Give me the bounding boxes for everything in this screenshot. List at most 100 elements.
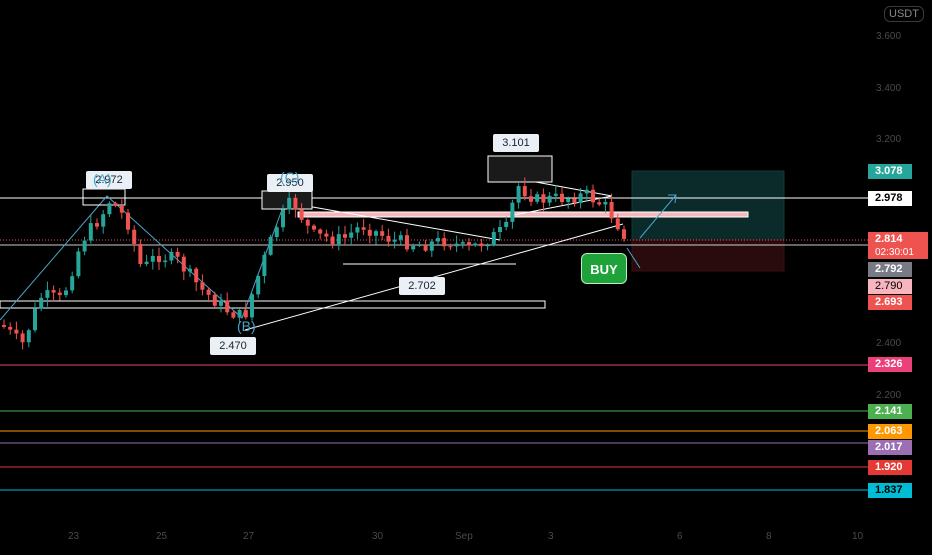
candle-body (330, 236, 335, 245)
price-callout-2470[interactable]: 2.470 (210, 337, 256, 355)
price-axis-label: 3.400 (876, 83, 902, 94)
candle-body (194, 268, 199, 283)
price-callout-2972[interactable]: 2.972 (86, 171, 132, 189)
candle-body (522, 186, 527, 197)
wave-path (0, 187, 291, 321)
date-axis-label: 3 (548, 531, 554, 542)
buy-signal-badge[interactable]: BUY (581, 253, 627, 284)
candle-body (293, 197, 298, 210)
candle-body (14, 329, 19, 334)
current-price-value: 2.814 (875, 233, 903, 245)
peak-box-c (261, 190, 313, 210)
candle-body (349, 232, 354, 238)
candle-body (411, 246, 416, 250)
date-axis-label: 10 (852, 531, 864, 542)
candle-body (305, 219, 310, 226)
candle-body (361, 227, 366, 230)
price-tag-2063: 2.063 (868, 424, 912, 439)
price-tag-2141: 2.141 (868, 404, 912, 419)
candle-body (603, 201, 608, 205)
price-tag-2693: 2.693 (868, 295, 912, 310)
candle-body (622, 229, 626, 239)
candle-body (343, 234, 347, 238)
projection-down-arrow (626, 247, 641, 269)
candle-body (578, 193, 583, 203)
candle-body (498, 226, 502, 233)
take-profit-zone[interactable] (631, 170, 785, 241)
candle-body (175, 251, 180, 257)
wave-label-c: (C) (280, 169, 300, 185)
candle-body (560, 193, 564, 203)
price-callout-2950[interactable]: 2.950 (267, 174, 313, 192)
candle-body (467, 242, 471, 246)
candle-body (287, 197, 292, 210)
candle-body (355, 227, 360, 233)
candle-body (566, 198, 571, 203)
date-axis-label: Sep (455, 531, 473, 542)
candle-body (219, 300, 223, 306)
candle-body (324, 233, 329, 237)
candle-body (57, 292, 62, 296)
candle-body (584, 189, 589, 194)
candle-body (485, 245, 490, 247)
candle-body (591, 189, 595, 203)
candle-body (88, 223, 93, 241)
price-axis-label: 2.400 (876, 338, 902, 349)
candle-body (318, 229, 323, 234)
candle-body (312, 225, 316, 230)
candle-body (386, 235, 391, 242)
candle-body (188, 268, 192, 272)
price-callout-2702[interactable]: 2.702 (399, 277, 445, 295)
candle-body (510, 202, 515, 222)
candle-body (504, 221, 509, 227)
projection-up-arrow (639, 194, 677, 239)
candle-body (367, 229, 372, 236)
date-axis-label: 8 (766, 531, 772, 542)
candle-body (169, 251, 174, 261)
candle-body (33, 308, 37, 331)
candle-body (516, 186, 521, 203)
candle-body (572, 198, 577, 203)
candle-body (126, 212, 130, 230)
candle-body (262, 254, 267, 277)
price-tag-2017: 2.017 (868, 440, 912, 455)
candle-body (26, 330, 31, 343)
candle-body (163, 260, 168, 263)
candle-body (529, 196, 533, 202)
price-tag-3078: 3.078 (868, 164, 912, 179)
candle-body (473, 243, 478, 246)
candle-body (113, 203, 118, 206)
date-axis-label: 23 (68, 531, 80, 542)
price-axis-label: 3.200 (876, 134, 902, 145)
candle-body (423, 244, 428, 251)
candle-body (436, 238, 440, 242)
candle-body (250, 294, 254, 318)
price-tag-2326: 2.326 (868, 357, 912, 372)
peak-box-3101 (487, 155, 553, 183)
price-callout-3101[interactable]: 3.101 (493, 134, 539, 152)
candle-body (39, 297, 44, 309)
date-axis-label: 6 (677, 531, 683, 542)
candle-body (181, 256, 186, 272)
currency-badge[interactable]: USDT (884, 6, 924, 22)
candle-body (2, 325, 6, 327)
candle-body (150, 255, 155, 262)
candle-body (256, 276, 261, 295)
candle-body (119, 205, 124, 213)
candle-body (454, 243, 459, 247)
candle-body (45, 290, 50, 298)
candle-body (380, 231, 385, 236)
candle-body (547, 195, 552, 203)
price-tag-1920: 1.920 (868, 460, 912, 475)
candle-body (274, 227, 279, 237)
wave-label-b: (B) (237, 318, 256, 334)
candle-body (200, 282, 205, 290)
resistance-zone-bar[interactable] (297, 211, 749, 218)
falling-trendline (289, 202, 501, 241)
date-axis-label: 25 (156, 531, 168, 542)
arrow-head-up (668, 194, 677, 204)
support-zone-bar[interactable] (0, 300, 546, 309)
candle-body (237, 310, 242, 318)
